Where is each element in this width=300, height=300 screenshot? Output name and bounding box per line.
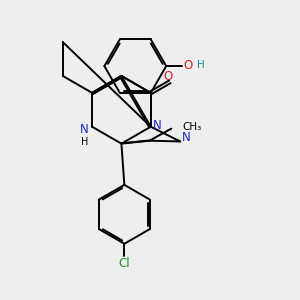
Text: H: H (197, 61, 205, 70)
Text: H: H (81, 137, 88, 147)
Text: CH₃: CH₃ (182, 122, 202, 132)
Text: Cl: Cl (118, 257, 130, 270)
Text: N: N (80, 123, 89, 136)
Text: O: O (164, 70, 173, 83)
Text: N: N (153, 119, 162, 132)
Text: O: O (183, 59, 192, 72)
Text: N: N (182, 131, 191, 144)
